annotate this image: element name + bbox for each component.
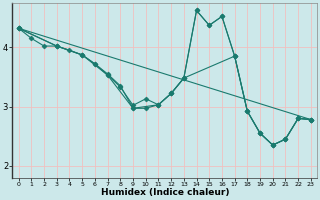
X-axis label: Humidex (Indice chaleur): Humidex (Indice chaleur): [100, 188, 229, 197]
